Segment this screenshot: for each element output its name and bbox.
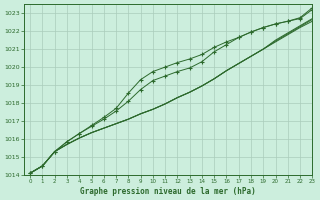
X-axis label: Graphe pression niveau de la mer (hPa): Graphe pression niveau de la mer (hPa) xyxy=(80,187,256,196)
